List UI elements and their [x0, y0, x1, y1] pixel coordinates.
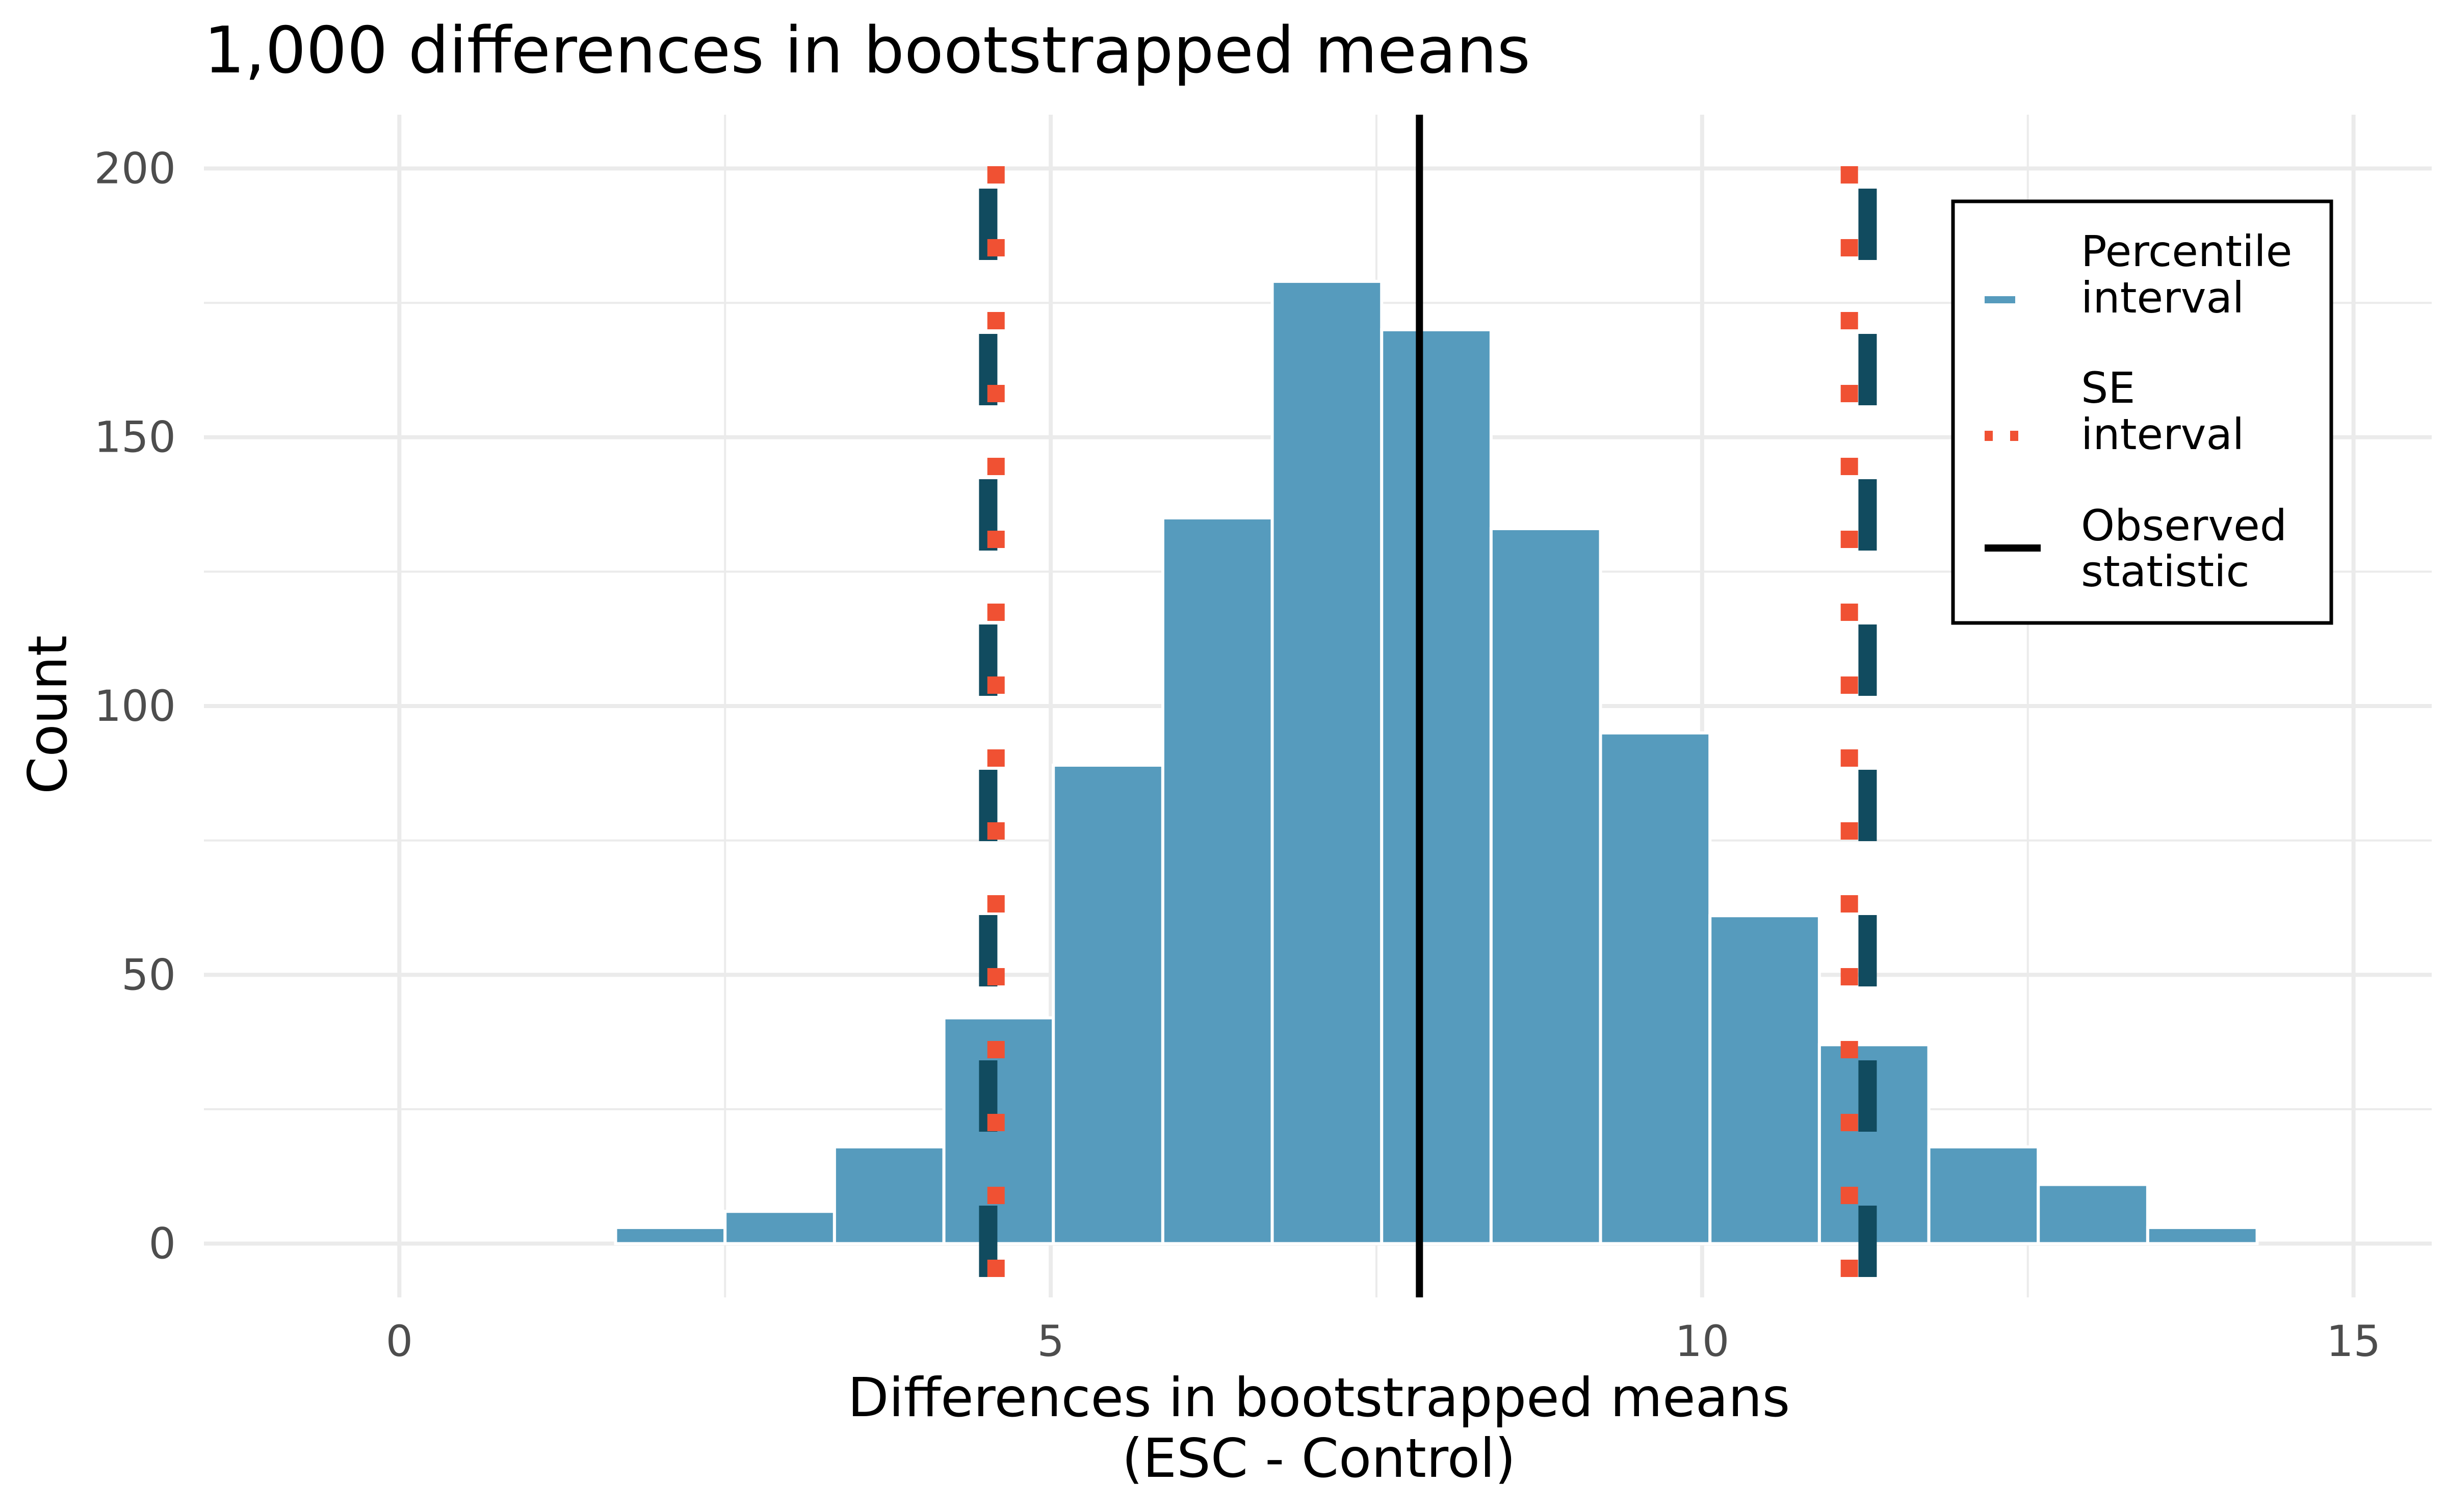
histogram-bar: [2037, 1183, 2149, 1245]
interval-lines: [979, 115, 1877, 1297]
legend-label-se-line1: SE: [2081, 363, 2135, 413]
histogram-bar: [1489, 527, 1602, 1245]
legend-box: [1951, 199, 2333, 625]
histogram-bar: [1708, 914, 1821, 1245]
histogram-bar: [832, 1145, 946, 1245]
histogram-bar: [1380, 328, 1493, 1245]
histogram-bar: [1161, 516, 1274, 1245]
legend: Percentile interval SE interval Observed…: [1951, 199, 2333, 625]
y-tick-label: 200: [94, 143, 176, 193]
histogram-bar: [1599, 731, 1712, 1245]
x-tick-label: 10: [1675, 1316, 1729, 1366]
y-tick-label: 50: [121, 950, 176, 1000]
legend-label-percentile-line1: Percentile: [2081, 226, 2292, 276]
x-tick-label: 15: [2326, 1316, 2381, 1366]
histogram-bars: [614, 279, 2259, 1245]
chart-title: 1,000 differences in bootstrapped means: [204, 13, 1530, 88]
y-tick-label: 0: [149, 1219, 176, 1269]
y-axis-title: Count: [17, 635, 79, 794]
y-tick-label: 100: [94, 681, 176, 731]
histogram-bar: [1927, 1145, 2040, 1245]
histogram-bar: [2146, 1226, 2259, 1245]
histogram-bar: [1270, 279, 1384, 1245]
legend-label-observed-line1: Observed: [2081, 501, 2287, 551]
legend-label-observed-line2: statistic: [2081, 546, 2250, 596]
histogram-bar: [1052, 764, 1164, 1245]
histogram-bar: [614, 1226, 727, 1245]
legend-label-percentile-line2: interval: [2081, 273, 2244, 323]
x-tick-label: 0: [386, 1316, 413, 1366]
x-tick-label: 5: [1037, 1316, 1064, 1366]
x-axis-title-line1: Differences in bootstrapped means: [848, 1367, 1790, 1429]
histogram-bar: [723, 1210, 836, 1245]
y-tick-label: 150: [94, 412, 176, 462]
x-axis-title-line2: (ESC - Control): [1122, 1427, 1516, 1490]
legend-label-se-line2: interval: [2081, 409, 2244, 459]
